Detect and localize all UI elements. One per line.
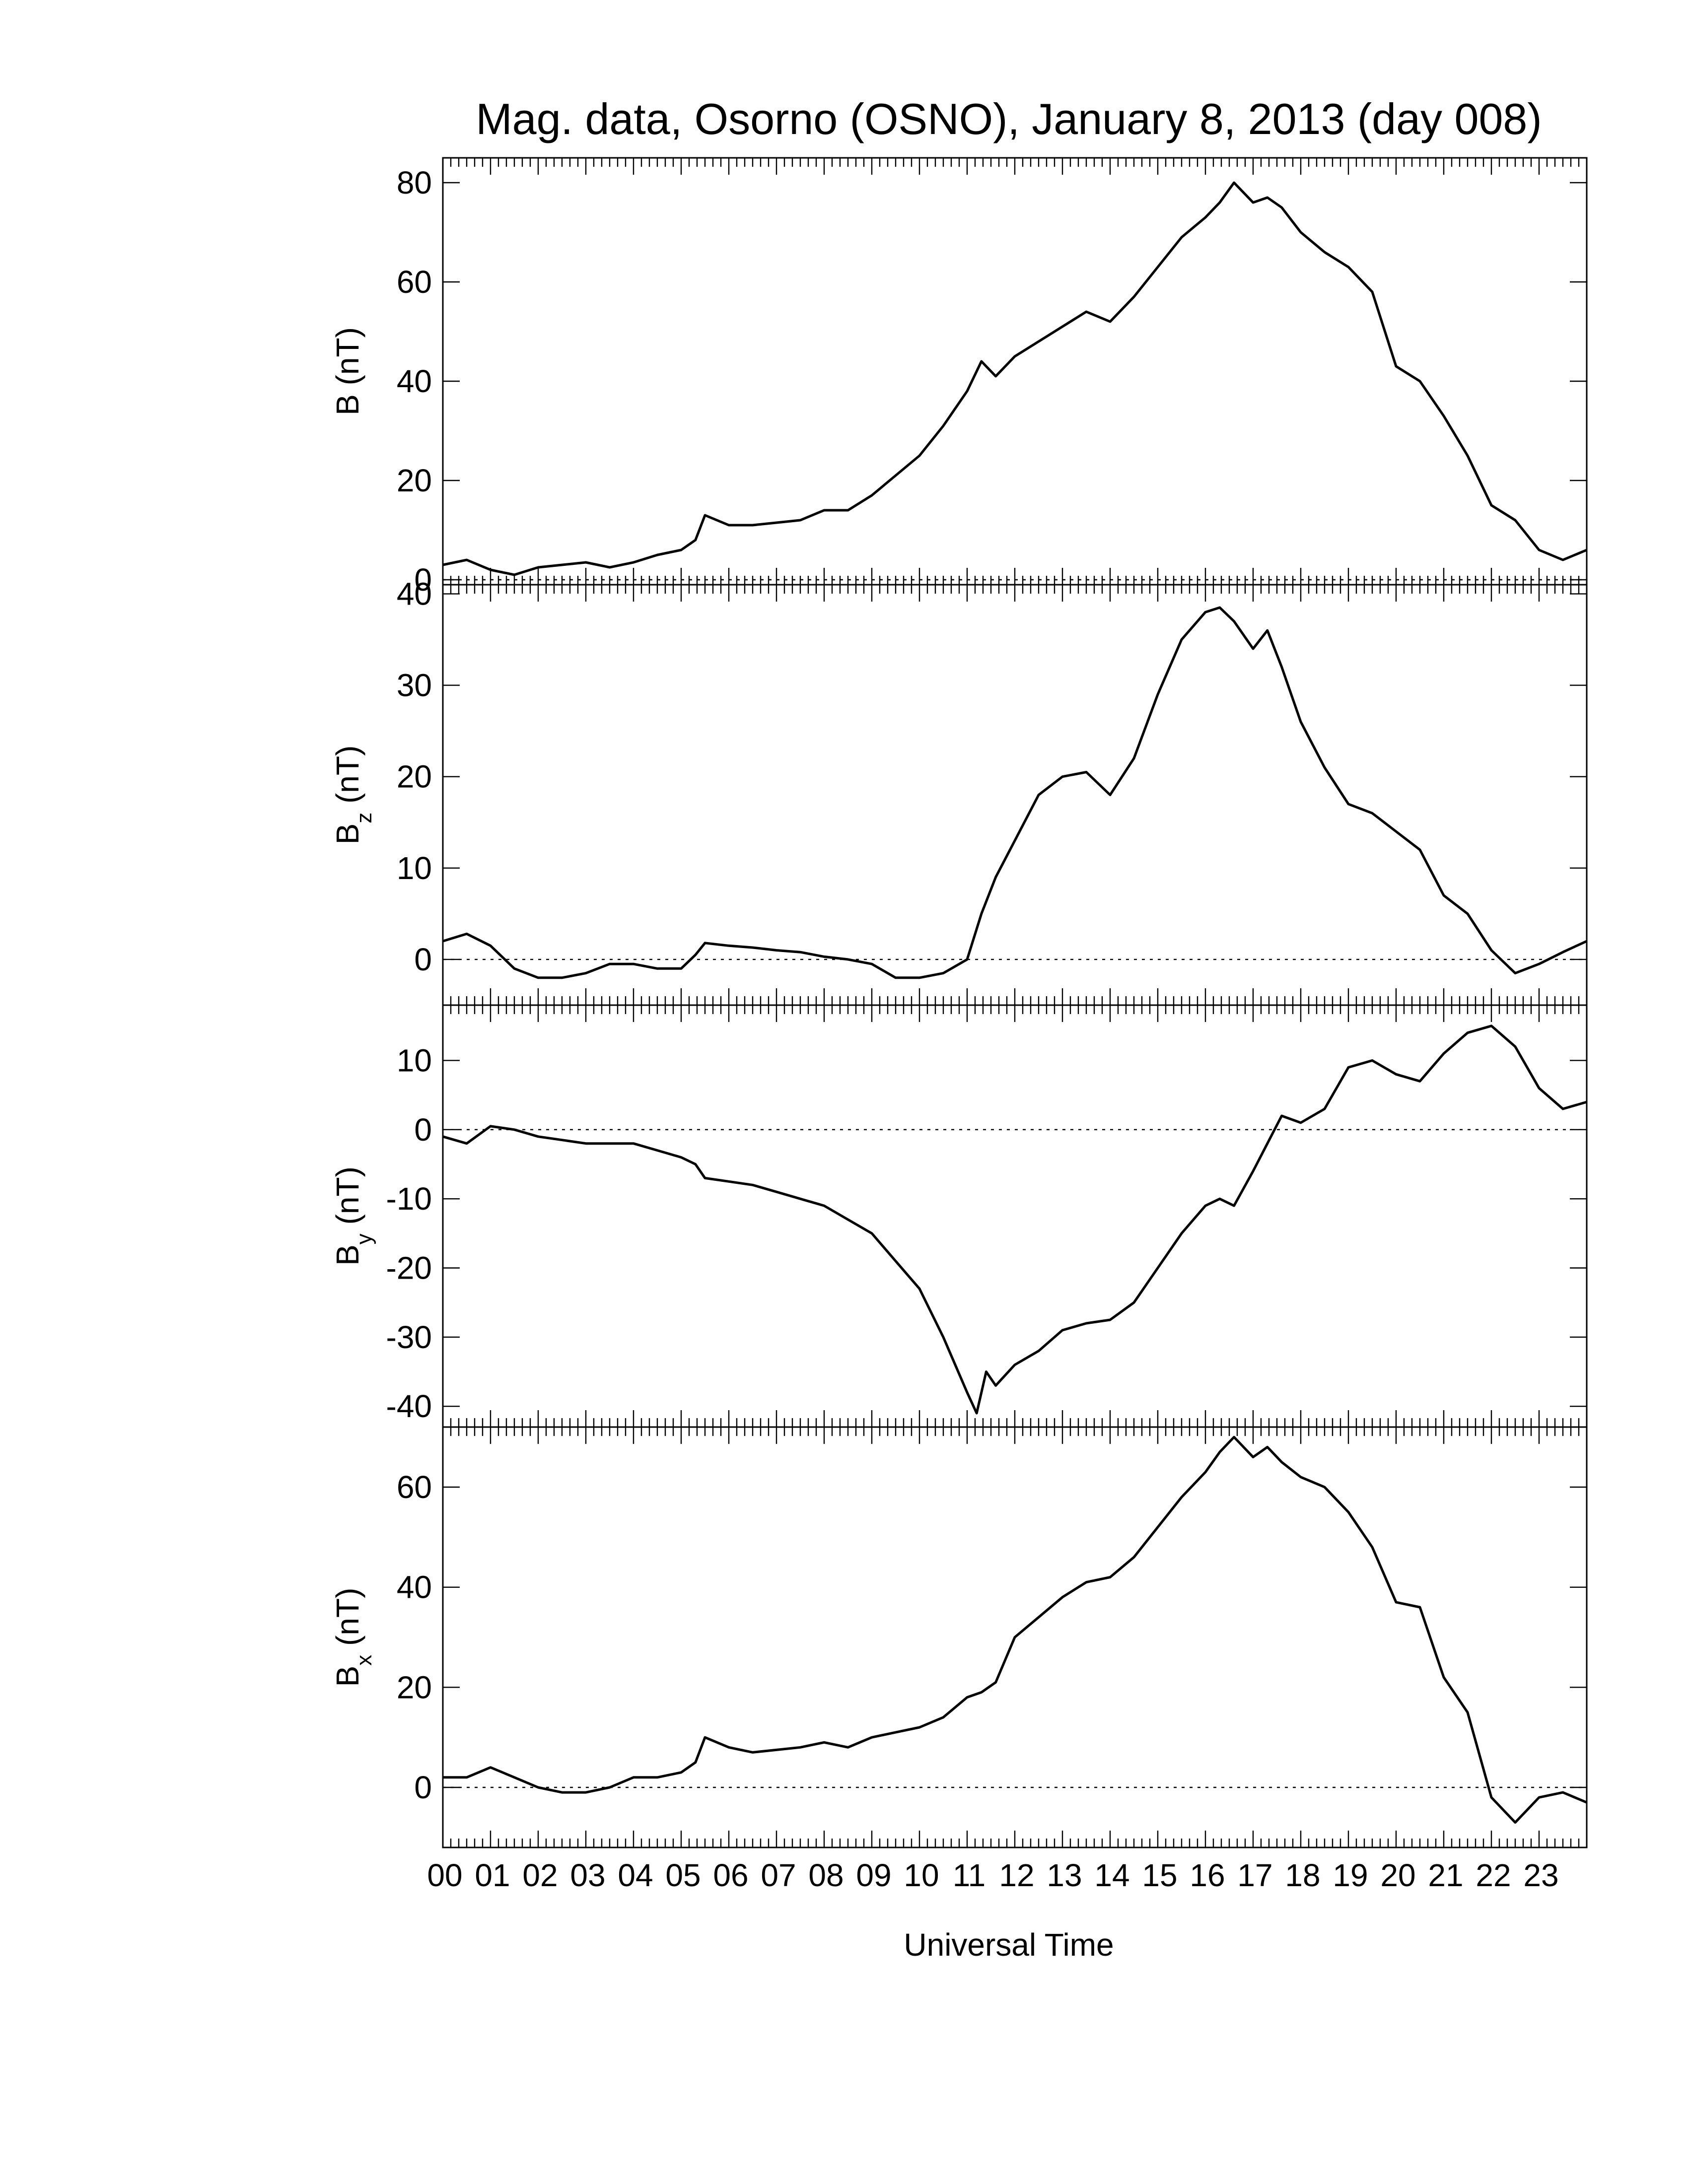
- x-tick-label: 04: [618, 1857, 653, 1893]
- y-tick-label: 10: [397, 1042, 432, 1078]
- x-tick-label: 12: [999, 1857, 1034, 1893]
- y-tick-label: 60: [397, 264, 432, 300]
- chart-title: Mag. data, Osorno (OSNO), January 8, 201…: [476, 94, 1542, 143]
- x-tick-label: 15: [1142, 1857, 1177, 1893]
- x-tick-label: 16: [1190, 1857, 1225, 1893]
- x-tick-label: 13: [1047, 1857, 1082, 1893]
- x-tick-label: 03: [570, 1857, 605, 1893]
- x-tick-label: 22: [1476, 1857, 1511, 1893]
- x-tick-label: 02: [522, 1857, 558, 1893]
- series-line-3: [442, 1024, 1587, 1415]
- x-tick-label: 20: [1380, 1857, 1415, 1893]
- y-tick-label: 10: [397, 850, 432, 886]
- series-line-2: [442, 606, 1588, 979]
- x-tick-label: 21: [1428, 1857, 1463, 1893]
- y-tick-label: 20: [397, 463, 432, 498]
- panel-4: 0 20 40 60 Bx (nT): [330, 1426, 1588, 1848]
- panel-3: -40 -30 -20 -10 0 10 By (nT): [330, 1004, 1588, 1428]
- y-tick-label: 0: [414, 942, 432, 977]
- y-tick-label: 20: [397, 759, 432, 795]
- x-tick-label: 17: [1237, 1857, 1272, 1893]
- y-tick-label: 40: [397, 1570, 432, 1605]
- x-tick-label: 06: [713, 1857, 748, 1893]
- x-tick-label: 00: [427, 1857, 462, 1893]
- panel-2: 0 10 20 30 40 Bz (nT): [330, 576, 1588, 1006]
- y-tick-label: -40: [386, 1388, 432, 1424]
- x-tick-label: 11: [953, 1857, 985, 1893]
- y-tick-label: -20: [386, 1250, 432, 1286]
- y-tick-label: 0: [414, 1112, 432, 1148]
- y-tick-label: 40: [397, 576, 432, 612]
- x-tick-label: 09: [856, 1857, 891, 1893]
- x-axis-title: Universal Time: [904, 1927, 1114, 1963]
- y-tick-label: 0: [414, 1770, 432, 1805]
- y-tick-label: 30: [397, 668, 432, 703]
- x-tick-label: 08: [808, 1857, 844, 1893]
- y-tick-label: 60: [397, 1469, 432, 1505]
- y-axis-label-2: Bz (nT): [330, 746, 376, 845]
- x-tick-label: 14: [1094, 1857, 1129, 1893]
- panels: 0 20 40 60 80 B (nT) 0 10 20 30 40 Bz (nT) -40 -30 -20…: [330, 157, 1588, 1848]
- x-tick-label: 10: [904, 1857, 939, 1893]
- x-tick-label: 05: [665, 1857, 701, 1893]
- y-tick-label: 20: [397, 1669, 432, 1705]
- y-axis-label-1: B (nT): [330, 327, 365, 415]
- series-line-4: [443, 1435, 1587, 1824]
- panel-1: 0 20 40 60 80 B (nT): [330, 157, 1588, 598]
- x-tick-label: 19: [1333, 1857, 1368, 1893]
- x-tick-label: 01: [475, 1857, 510, 1893]
- y-tick-label: 0: [414, 562, 432, 598]
- y-axis-label-4: Bx (nT): [330, 1588, 376, 1687]
- panel-frame: [442, 1426, 1588, 1848]
- x-tick-label: 18: [1285, 1857, 1320, 1893]
- y-axis-label-3: By (nT): [330, 1166, 376, 1266]
- y-tick-label: 40: [397, 363, 432, 399]
- panel-frame: [442, 157, 1588, 586]
- series-line-1: [442, 181, 1587, 576]
- y-tick-label: -30: [386, 1319, 432, 1355]
- y-tick-label: -10: [386, 1181, 432, 1217]
- panel-frame: [442, 584, 1588, 1006]
- x-tick-label: 07: [761, 1857, 796, 1893]
- y-tick-label: 80: [397, 165, 432, 201]
- x-axis-tick-labels: 00 01 02 03 04 05 06 07 08 09 10 11 12 13 14 15 16 17 18 19…: [427, 1857, 1558, 1893]
- x-tick-label: 23: [1523, 1857, 1558, 1893]
